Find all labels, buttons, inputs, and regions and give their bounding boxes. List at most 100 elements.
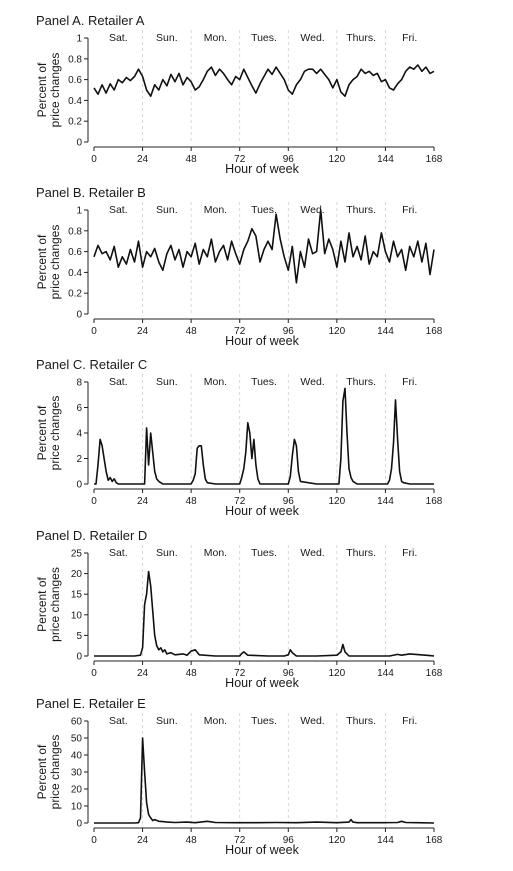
x-tick-label: 0 (91, 496, 97, 507)
x-tick-label: 0 (91, 326, 97, 337)
x-tick-label: 24 (137, 326, 149, 337)
y-tick-label: 0 (76, 310, 82, 321)
x-tick-label: 48 (186, 835, 198, 846)
day-label: Mon. (204, 715, 227, 727)
x-tick-label: 120 (329, 835, 346, 846)
y-axis-label-line-2: price changes (48, 225, 62, 300)
day-label: Fri. (402, 376, 417, 388)
day-label: Fri. (402, 204, 417, 216)
y-tick-label: 25 (71, 549, 83, 560)
day-label: Wed. (300, 204, 324, 216)
x-tick-label: 48 (186, 154, 198, 165)
y-axis-label-line-2: price changes (48, 735, 62, 810)
x-tick-label: 48 (186, 496, 198, 507)
series-line (93, 64, 435, 97)
x-tick-label: 0 (91, 154, 97, 165)
x-tick-label: 168 (426, 835, 443, 846)
y-tick-label: 0.8 (68, 54, 82, 65)
series-line (94, 737, 435, 824)
day-label: Wed. (300, 547, 324, 559)
y-tick-label: 4 (76, 429, 82, 440)
y-tick-label: 60 (71, 717, 83, 728)
y-tick-label: 0 (76, 480, 82, 491)
day-label: Sun. (156, 547, 178, 559)
y-tick-label: 30 (71, 768, 83, 779)
y-tick-label: 6 (76, 403, 82, 414)
x-tick-label: 144 (377, 326, 394, 337)
panel-b: Panel B. Retailer B Sat. Sun. Mon. Tues. Wed.… (35, 185, 443, 348)
x-tick-label: 0 (91, 835, 97, 846)
y-tick-label: 0 (76, 652, 82, 663)
y-tick-label: 0.6 (68, 247, 82, 258)
y-axis-label-line-1: Percent of (35, 234, 49, 289)
x-tick-label: 24 (137, 496, 149, 507)
y-tick-label: 1 (76, 34, 82, 45)
x-tick-label: 48 (186, 326, 198, 337)
x-tick-label: 168 (426, 154, 443, 165)
x-tick-label: 144 (377, 668, 394, 679)
panel-a: Panel A. Retailer A Sat. Sun. Mon. Tues. Wed.… (35, 13, 443, 176)
day-label: Mon. (204, 204, 227, 216)
day-label: Thurs. (346, 32, 376, 44)
day-label: Wed. (300, 715, 324, 727)
x-tick-label: 168 (426, 326, 443, 337)
y-tick-label: 0 (76, 138, 82, 149)
day-label: Fri. (402, 32, 417, 44)
day-label: Sat. (109, 547, 128, 559)
y-tick-label: 2 (76, 454, 82, 465)
y-tick-label: 10 (71, 802, 83, 813)
y-axis-label-line-1: Percent of (35, 62, 49, 117)
y-tick-label: 20 (71, 569, 83, 580)
x-tick-label: 24 (137, 668, 149, 679)
x-tick-label: 72 (234, 154, 246, 165)
x-tick-label: 96 (283, 326, 295, 337)
y-tick-label: 0.2 (68, 117, 82, 128)
x-tick-label: 120 (329, 668, 346, 679)
panel-title: Panel E. Retailer E (36, 696, 146, 711)
day-label: Tues. (251, 376, 277, 388)
x-tick-label: 120 (329, 496, 346, 507)
y-tick-label: 0.2 (68, 289, 82, 300)
panel-c: Panel C. Retailer C Sat. Sun. Mon. Tues. Wed.… (35, 357, 443, 518)
day-label: Fri. (402, 547, 417, 559)
x-tick-label: 96 (283, 154, 295, 165)
x-axis-label: Hour of week (225, 504, 299, 518)
y-tick-label: 1 (76, 206, 82, 217)
x-tick-label: 72 (234, 326, 246, 337)
day-label: Thurs. (346, 715, 376, 727)
x-tick-label: 48 (186, 668, 198, 679)
day-label: Mon. (204, 376, 227, 388)
day-label: Sat. (109, 32, 128, 44)
y-tick-label: 0.4 (68, 268, 82, 279)
day-label: Fri. (402, 715, 417, 727)
y-tick-label: 0 (76, 819, 82, 830)
day-label: Tues. (251, 715, 277, 727)
x-tick-label: 72 (234, 668, 246, 679)
x-axis-label: Hour of week (225, 334, 299, 348)
x-tick-label: 72 (234, 496, 246, 507)
day-label: Wed. (300, 376, 324, 388)
x-tick-label: 96 (283, 496, 295, 507)
x-tick-label: 96 (283, 835, 295, 846)
day-label: Thurs. (346, 547, 376, 559)
x-tick-label: 144 (377, 496, 394, 507)
series-line (93, 209, 435, 284)
x-axis-label: Hour of week (225, 843, 299, 857)
x-tick-label: 120 (329, 326, 346, 337)
y-tick-label: 20 (71, 785, 83, 796)
day-label: Thurs. (346, 204, 376, 216)
x-tick-label: 96 (283, 668, 295, 679)
y-axis-label-line-1: Percent of (35, 405, 49, 460)
y-tick-label: 50 (71, 734, 83, 745)
day-label: Tues. (251, 32, 277, 44)
y-axis-label-line-2: price changes (48, 567, 62, 642)
x-tick-label: 24 (137, 835, 149, 846)
day-label: Sun. (156, 204, 178, 216)
x-tick-label: 0 (91, 668, 97, 679)
x-tick-label: 144 (377, 154, 394, 165)
panel-d: Panel D. Retailer D Sat. Sun. Mon. Tues. Wed.… (35, 528, 443, 690)
day-label: Mon. (204, 32, 227, 44)
series-line (94, 387, 434, 485)
panel-title: Panel D. Retailer D (36, 528, 147, 543)
